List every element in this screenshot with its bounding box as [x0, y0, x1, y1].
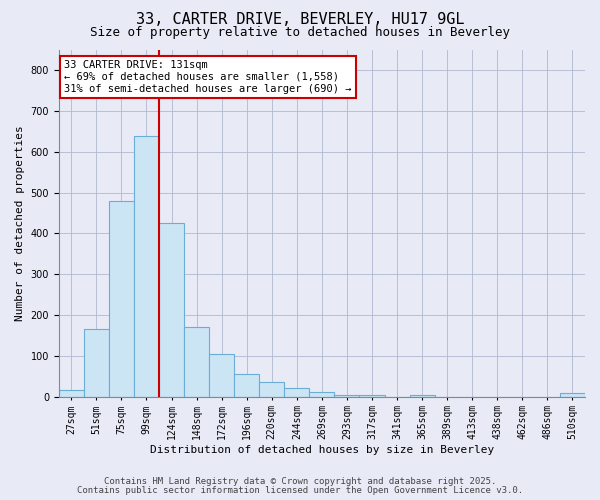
- X-axis label: Distribution of detached houses by size in Beverley: Distribution of detached houses by size …: [150, 445, 494, 455]
- Bar: [209, 354, 234, 397]
- Bar: [59, 390, 84, 396]
- Text: Size of property relative to detached houses in Beverley: Size of property relative to detached ho…: [90, 26, 510, 39]
- Bar: [234, 374, 259, 396]
- Bar: [334, 394, 359, 396]
- Text: 33 CARTER DRIVE: 131sqm
← 69% of detached houses are smaller (1,558)
31% of semi: 33 CARTER DRIVE: 131sqm ← 69% of detache…: [64, 60, 352, 94]
- Y-axis label: Number of detached properties: Number of detached properties: [15, 126, 25, 321]
- Bar: [109, 201, 134, 396]
- Bar: [259, 382, 284, 396]
- Bar: [310, 392, 334, 396]
- Text: Contains public sector information licensed under the Open Government Licence v3: Contains public sector information licen…: [77, 486, 523, 495]
- Bar: [560, 394, 585, 396]
- Text: Contains HM Land Registry data © Crown copyright and database right 2025.: Contains HM Land Registry data © Crown c…: [104, 477, 496, 486]
- Bar: [159, 224, 184, 396]
- Text: 33, CARTER DRIVE, BEVERLEY, HU17 9GL: 33, CARTER DRIVE, BEVERLEY, HU17 9GL: [136, 12, 464, 28]
- Bar: [359, 394, 385, 396]
- Bar: [410, 394, 434, 396]
- Bar: [284, 388, 310, 396]
- Bar: [84, 330, 109, 396]
- Bar: [184, 327, 209, 396]
- Bar: [134, 136, 159, 396]
